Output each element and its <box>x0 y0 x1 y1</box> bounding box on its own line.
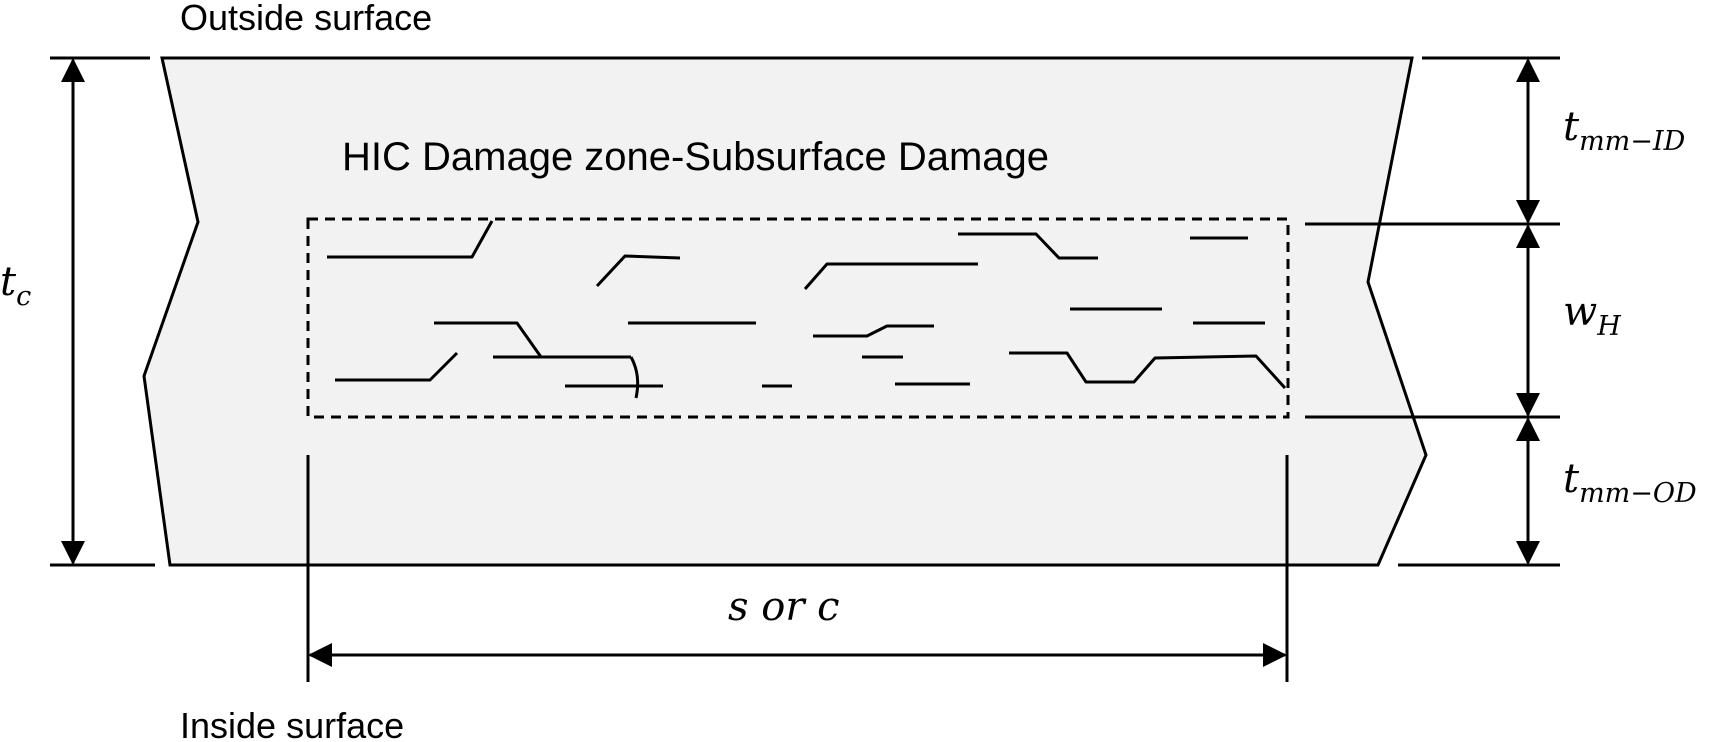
crack-cluster <box>327 220 1287 399</box>
crack <box>595 254 681 288</box>
tmm-id-dimension: tmm−ID <box>1516 58 1686 224</box>
wh-dimension: wH <box>1516 224 1621 417</box>
s-or-c-dimension: s or c <box>306 455 1289 682</box>
crack <box>434 321 543 358</box>
s-or-c-label: s or c <box>728 584 840 630</box>
crack <box>327 220 494 259</box>
crack <box>335 351 459 382</box>
crack <box>958 232 1098 260</box>
crack <box>1009 351 1287 390</box>
plate-section <box>142 56 1428 567</box>
tmm-od-dimension: tmm−OD <box>1516 417 1697 565</box>
damage-zone-box <box>306 217 1290 419</box>
tmm-id-label: tmm−ID <box>1563 104 1686 157</box>
inside-surface-label: Inside surface <box>180 705 404 742</box>
crack <box>803 262 978 290</box>
tc-label: tc <box>0 259 31 312</box>
tc-dimension: tc <box>0 56 155 567</box>
outside-surface-label: Outside surface <box>180 0 432 38</box>
crack <box>629 356 640 399</box>
tmm-od-label: tmm−OD <box>1563 456 1697 509</box>
wh-label: wH <box>1563 289 1621 342</box>
crack <box>813 324 934 338</box>
damage-zone-label: HIC Damage zone-Subsurface Damage <box>342 135 1049 179</box>
